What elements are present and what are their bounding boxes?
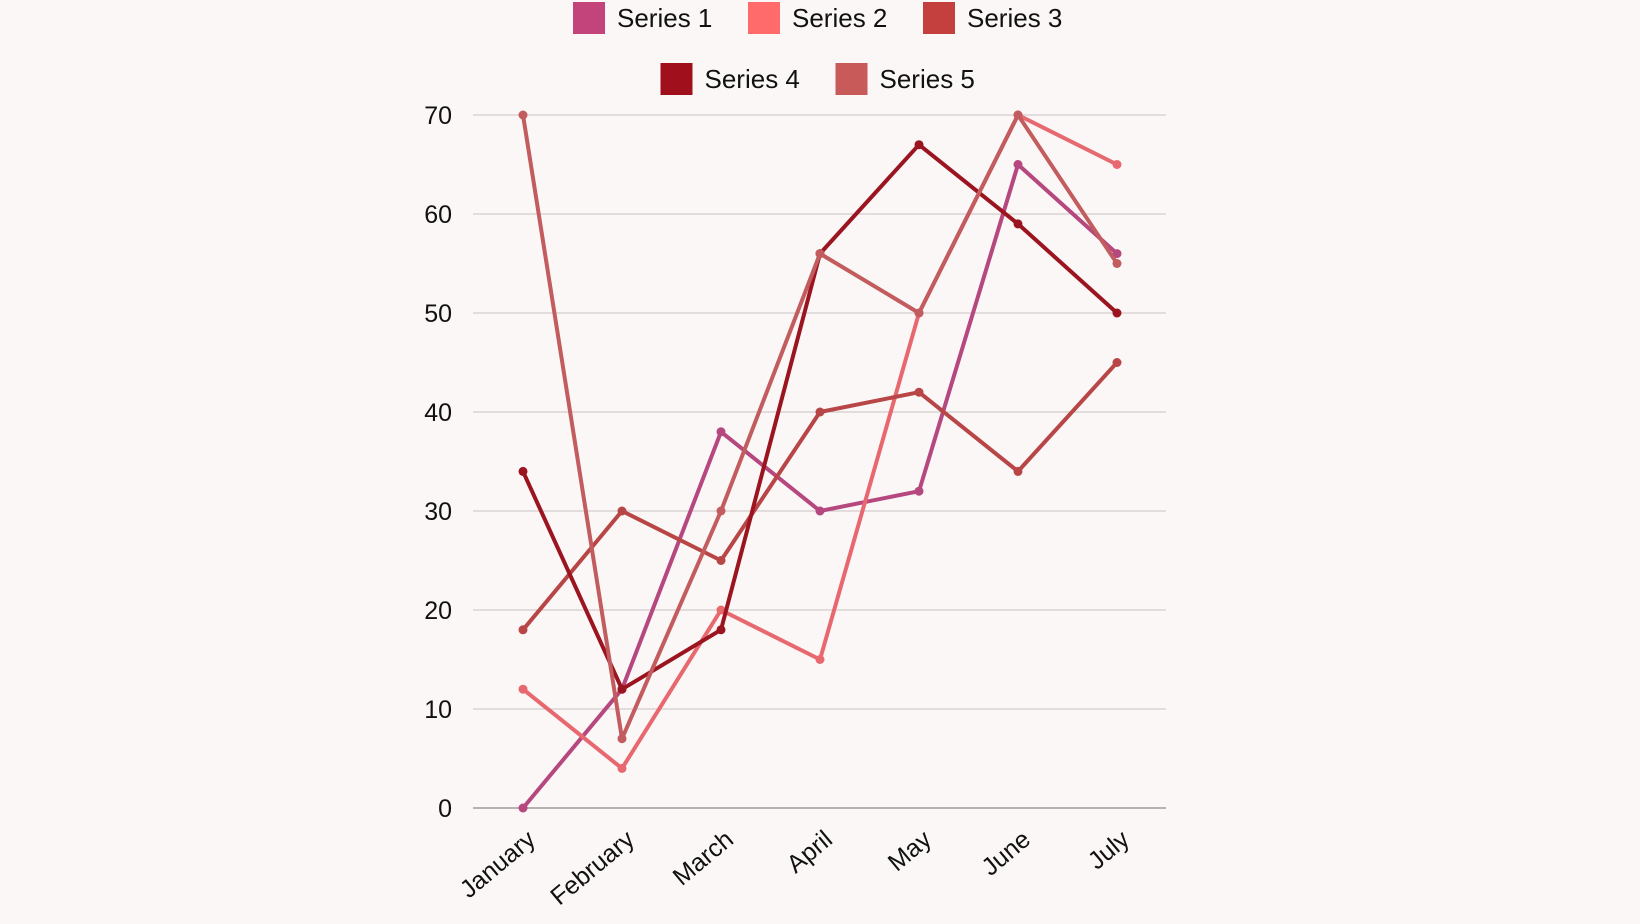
data-point[interactable]	[518, 803, 528, 813]
data-point[interactable]	[1112, 358, 1122, 367]
data-point[interactable]	[518, 625, 528, 635]
series-3	[518, 358, 1122, 635]
x-tick-label: June	[976, 825, 1036, 881]
data-point[interactable]	[716, 427, 726, 437]
data-point[interactable]	[914, 387, 924, 397]
data-point[interactable]	[518, 466, 528, 476]
data-point[interactable]	[815, 407, 825, 417]
series-5	[518, 110, 1122, 744]
data-point[interactable]	[815, 249, 825, 259]
y-tick-label: 60	[424, 201, 452, 229]
y-tick-label: 40	[424, 399, 452, 427]
data-point[interactable]	[1112, 160, 1122, 169]
legend-label: Series 1	[617, 3, 712, 33]
y-tick-label: 0	[438, 795, 452, 823]
x-tick-label: April	[782, 825, 838, 879]
data-point[interactable]	[1013, 110, 1023, 120]
x-tick-label: July	[1083, 825, 1135, 875]
data-point[interactable]	[914, 308, 924, 318]
y-tick-label: 30	[424, 498, 452, 526]
data-point[interactable]	[815, 506, 825, 516]
legend-label: Series 3	[967, 3, 1062, 33]
series-line	[521, 360, 1119, 632]
data-point[interactable]	[617, 506, 627, 516]
data-point[interactable]	[617, 684, 627, 694]
data-point[interactable]	[716, 506, 726, 516]
legend-item[interactable]: Series 3	[923, 2, 1062, 34]
y-axis: 0 10 20 30 40 50 60 70	[424, 102, 452, 823]
series-4	[518, 140, 1122, 694]
data-point[interactable]	[1112, 308, 1122, 318]
series-2	[518, 110, 1122, 773]
data-point[interactable]	[1112, 259, 1122, 268]
x-tick-label: January	[455, 825, 542, 904]
legend-label: Series 2	[792, 3, 887, 33]
data-point[interactable]	[1112, 249, 1122, 259]
data-point[interactable]	[1013, 160, 1023, 169]
legend-item[interactable]: Series 5	[835, 63, 975, 95]
legend-item[interactable]: Series 2	[748, 2, 887, 34]
legend-swatch	[748, 2, 780, 34]
data-point[interactable]	[617, 734, 627, 744]
data-point[interactable]	[518, 110, 528, 120]
x-tick-label: March	[668, 825, 739, 891]
y-tick-label: 70	[424, 102, 452, 130]
legend-swatch	[573, 2, 605, 34]
y-tick-label: 10	[424, 696, 452, 724]
legend-label: Series 4	[705, 64, 800, 94]
data-point[interactable]	[1013, 466, 1023, 476]
data-point[interactable]	[914, 486, 924, 496]
x-tick-label: May	[883, 825, 938, 877]
legend-swatch	[835, 63, 868, 95]
legend-item[interactable]: Series 1	[573, 2, 712, 34]
data-point[interactable]	[617, 763, 627, 773]
legend-swatch	[660, 63, 693, 95]
chart-legend: Series 1 Series 2 Series 3 Series 4 Series 5	[573, 2, 1062, 95]
data-point[interactable]	[716, 605, 726, 615]
y-tick-label: 50	[424, 300, 452, 328]
legend-label: Series 5	[880, 64, 975, 94]
data-point[interactable]	[716, 625, 726, 635]
data-point[interactable]	[815, 655, 825, 664]
series-line	[521, 142, 1119, 692]
data-point[interactable]	[518, 684, 528, 694]
data-point[interactable]	[914, 140, 924, 150]
legend-item[interactable]: Series 4	[660, 63, 800, 95]
legend-swatch	[923, 2, 955, 34]
x-tick-label: February	[545, 825, 640, 911]
x-axis: January February March April May June July	[455, 825, 1136, 911]
data-point[interactable]	[716, 556, 726, 565]
data-point[interactable]	[1013, 219, 1023, 229]
y-tick-label: 20	[424, 597, 452, 625]
series-line	[521, 113, 1119, 741]
chart-series	[518, 110, 1122, 813]
